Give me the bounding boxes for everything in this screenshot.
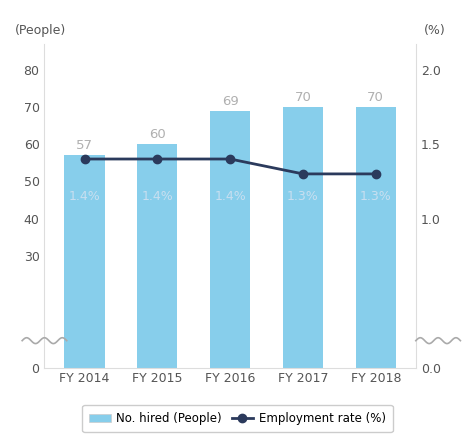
Text: 1.3%: 1.3%	[360, 190, 392, 203]
Bar	[137, 144, 177, 367]
Text: 1.4%: 1.4%	[214, 190, 246, 203]
Text: 70: 70	[367, 91, 384, 104]
Text: (People): (People)	[15, 24, 66, 37]
Bar	[210, 110, 250, 367]
Text: 1.4%: 1.4%	[68, 190, 100, 203]
Text: 69: 69	[222, 95, 238, 108]
Legend: No. hired (People), Employment rate (%): No. hired (People), Employment rate (%)	[82, 405, 393, 432]
Bar	[283, 107, 323, 367]
Text: 1.4%: 1.4%	[142, 190, 173, 203]
Text: 60: 60	[149, 128, 166, 141]
Bar	[356, 107, 396, 367]
Text: 70: 70	[294, 91, 312, 104]
Text: 57: 57	[76, 139, 93, 152]
Text: (%): (%)	[424, 24, 446, 37]
Text: 1.3%: 1.3%	[287, 190, 319, 203]
Bar	[65, 155, 104, 367]
